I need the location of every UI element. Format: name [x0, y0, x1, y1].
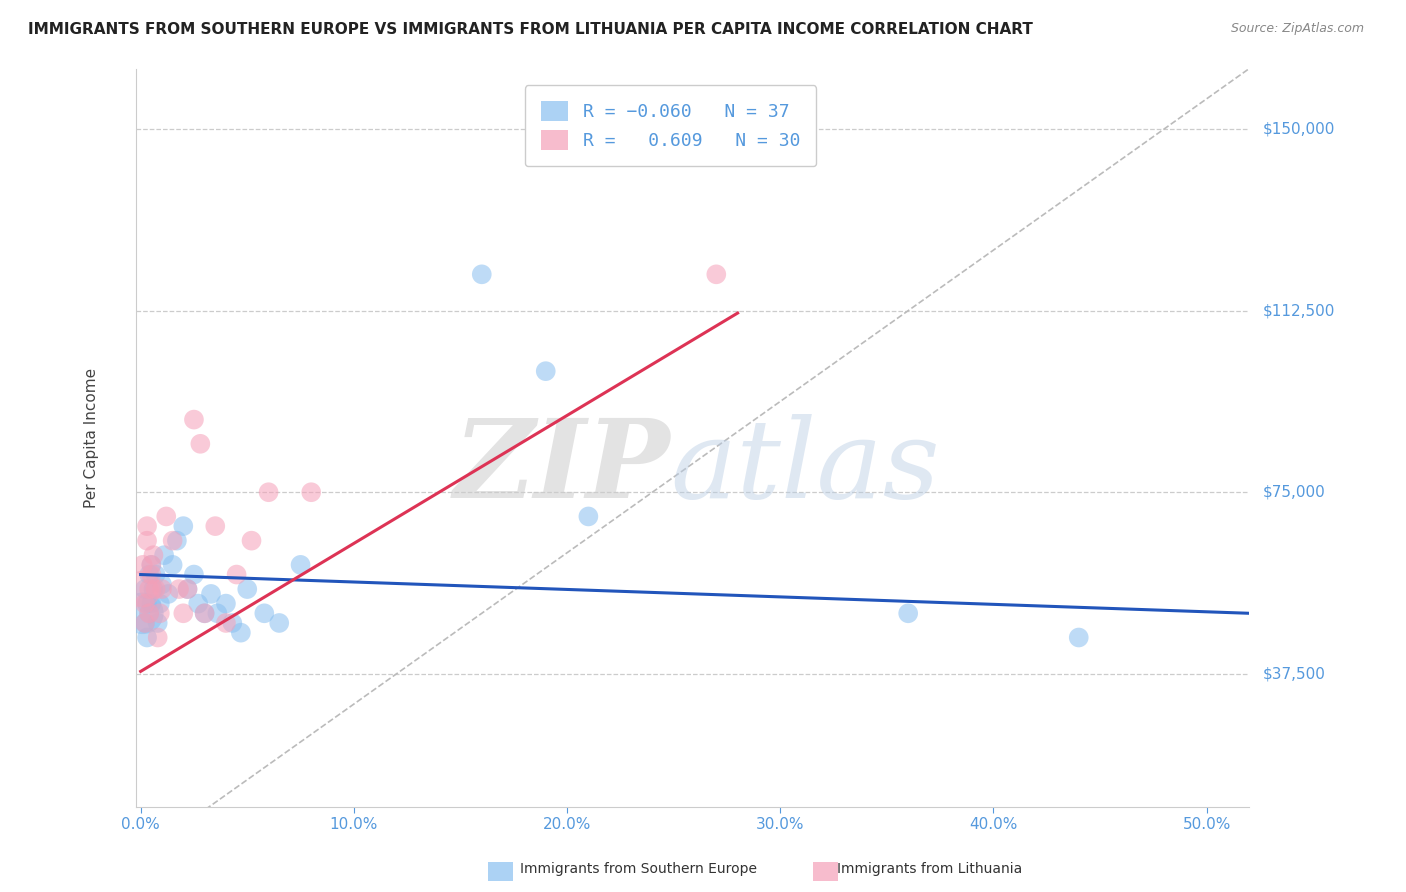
Text: $150,000: $150,000 — [1263, 121, 1336, 136]
Point — [134, 582, 156, 596]
Point — [704, 268, 727, 282]
Point — [138, 607, 160, 621]
Point — [194, 607, 217, 621]
Text: $37,500: $37,500 — [1263, 666, 1326, 681]
Point — [1067, 631, 1090, 645]
Point — [146, 631, 169, 645]
Point — [269, 615, 291, 630]
Point — [183, 412, 205, 426]
Text: ZIP: ZIP — [454, 414, 671, 521]
Point — [204, 519, 226, 533]
Point — [253, 607, 276, 621]
Text: $112,500: $112,500 — [1263, 303, 1336, 318]
Point — [200, 587, 222, 601]
Point — [576, 509, 599, 524]
Point — [240, 533, 263, 548]
Point — [176, 582, 198, 596]
Point — [134, 615, 156, 630]
Point — [215, 597, 238, 611]
Point — [149, 607, 172, 621]
Point — [188, 437, 211, 451]
Point — [138, 567, 160, 582]
Point — [138, 607, 160, 621]
Point — [138, 582, 160, 596]
Point — [136, 519, 159, 533]
Text: atlas: atlas — [671, 414, 941, 521]
Point — [221, 615, 243, 630]
Point — [136, 533, 159, 548]
Point — [150, 577, 173, 591]
Point — [155, 509, 177, 524]
Point — [236, 582, 259, 596]
Point — [215, 615, 238, 630]
Point — [132, 607, 155, 621]
Point — [132, 582, 155, 596]
Point — [299, 485, 322, 500]
Point — [134, 615, 156, 630]
Point — [183, 567, 205, 582]
Point — [897, 607, 920, 621]
Point — [141, 558, 163, 572]
Point — [225, 567, 247, 582]
Point — [172, 519, 194, 533]
Point — [132, 558, 155, 572]
Text: IMMIGRANTS FROM SOUTHERN EUROPE VS IMMIGRANTS FROM LITHUANIA PER CAPITA INCOME C: IMMIGRANTS FROM SOUTHERN EUROPE VS IMMIG… — [28, 22, 1033, 37]
Point — [207, 607, 229, 621]
Point — [141, 558, 163, 572]
Point — [146, 615, 169, 630]
Point — [149, 597, 172, 611]
Point — [290, 558, 312, 572]
Point — [176, 582, 198, 596]
Point — [136, 597, 159, 611]
Point — [194, 607, 217, 621]
Text: Immigrants from Lithuania: Immigrants from Lithuania — [837, 862, 1022, 876]
Point — [166, 533, 188, 548]
Point — [187, 597, 209, 611]
Point — [257, 485, 280, 500]
Point — [162, 558, 184, 572]
Text: Source: ZipAtlas.com: Source: ZipAtlas.com — [1230, 22, 1364, 36]
Point — [145, 582, 167, 596]
Point — [145, 567, 167, 582]
Point — [150, 582, 173, 596]
Text: Immigrants from Southern Europe: Immigrants from Southern Europe — [520, 862, 758, 876]
Point — [471, 268, 494, 282]
Text: $75,000: $75,000 — [1263, 484, 1326, 500]
Point — [142, 548, 165, 562]
Point — [153, 548, 176, 562]
Point — [229, 625, 252, 640]
Point — [141, 597, 163, 611]
Text: Per Capita Income: Per Capita Income — [84, 368, 100, 508]
Point — [142, 582, 165, 596]
Legend: R = −0.060   N = 37, R =   0.609   N = 30: R = −0.060 N = 37, R = 0.609 N = 30 — [524, 85, 817, 166]
Point — [141, 567, 163, 582]
Point — [162, 533, 184, 548]
Point — [134, 597, 156, 611]
Point — [534, 364, 557, 378]
Point — [136, 631, 159, 645]
Point — [172, 607, 194, 621]
Point — [157, 587, 180, 601]
Point — [167, 582, 190, 596]
